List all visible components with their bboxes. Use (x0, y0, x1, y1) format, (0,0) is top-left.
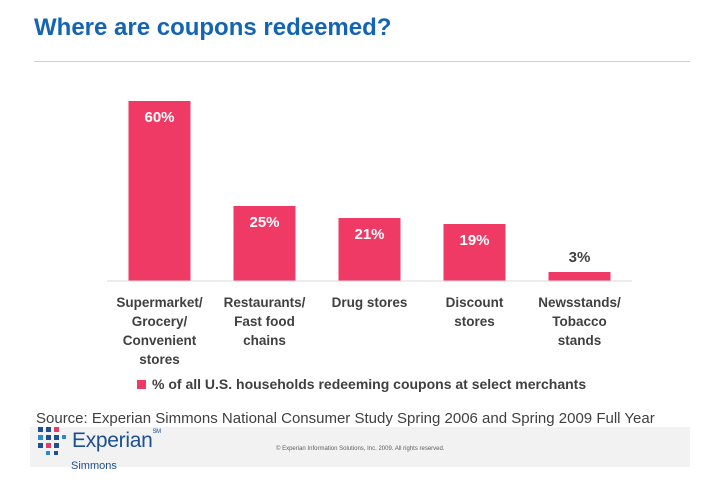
category-label-0: Supermarket/Grocery/Convenient stores (116, 295, 203, 367)
bar-0 (128, 101, 191, 281)
bar-1 (233, 206, 296, 281)
category-label-2: Drug stores (332, 295, 408, 310)
data-label-2: 21% (354, 226, 384, 243)
category-label-4: Newsstands/Tobacco stands (538, 295, 621, 348)
data-label-0: 60% (144, 109, 174, 126)
bar-3 (443, 224, 506, 281)
data-label-3: 19% (459, 232, 489, 249)
legend-swatch (137, 379, 146, 389)
source-note: Source: Experian Simmons National Consum… (36, 410, 655, 427)
data-label-1: 25% (249, 214, 279, 231)
footer-band (30, 427, 690, 467)
experian-dots-icon (38, 427, 66, 455)
copyright-text: © Experian Information Solutions, Inc. 2… (276, 446, 445, 452)
page-title: Where are coupons redeemed? (34, 14, 392, 41)
bar-4 (548, 272, 611, 281)
category-label-1: Restaurants/Fast food chains (224, 295, 306, 348)
logo-subbrand: Simmons (71, 460, 117, 472)
bar-2 (338, 218, 401, 281)
title-divider (34, 61, 690, 62)
bar-chart: 60% 25% 21% 19% 3% Supermarket/Grocery/Conve… (107, 101, 632, 367)
legend-label: % of all U.S. households redeeming coupo… (152, 376, 587, 392)
logo-wordmark: ExperianSM (72, 429, 161, 452)
experian-logo: ExperianSM (36, 425, 161, 457)
data-label-4: 3% (569, 249, 591, 266)
category-label-3: Discount stores (446, 295, 504, 329)
chart-legend: % of all U.S. households redeeming coupo… (137, 376, 586, 392)
